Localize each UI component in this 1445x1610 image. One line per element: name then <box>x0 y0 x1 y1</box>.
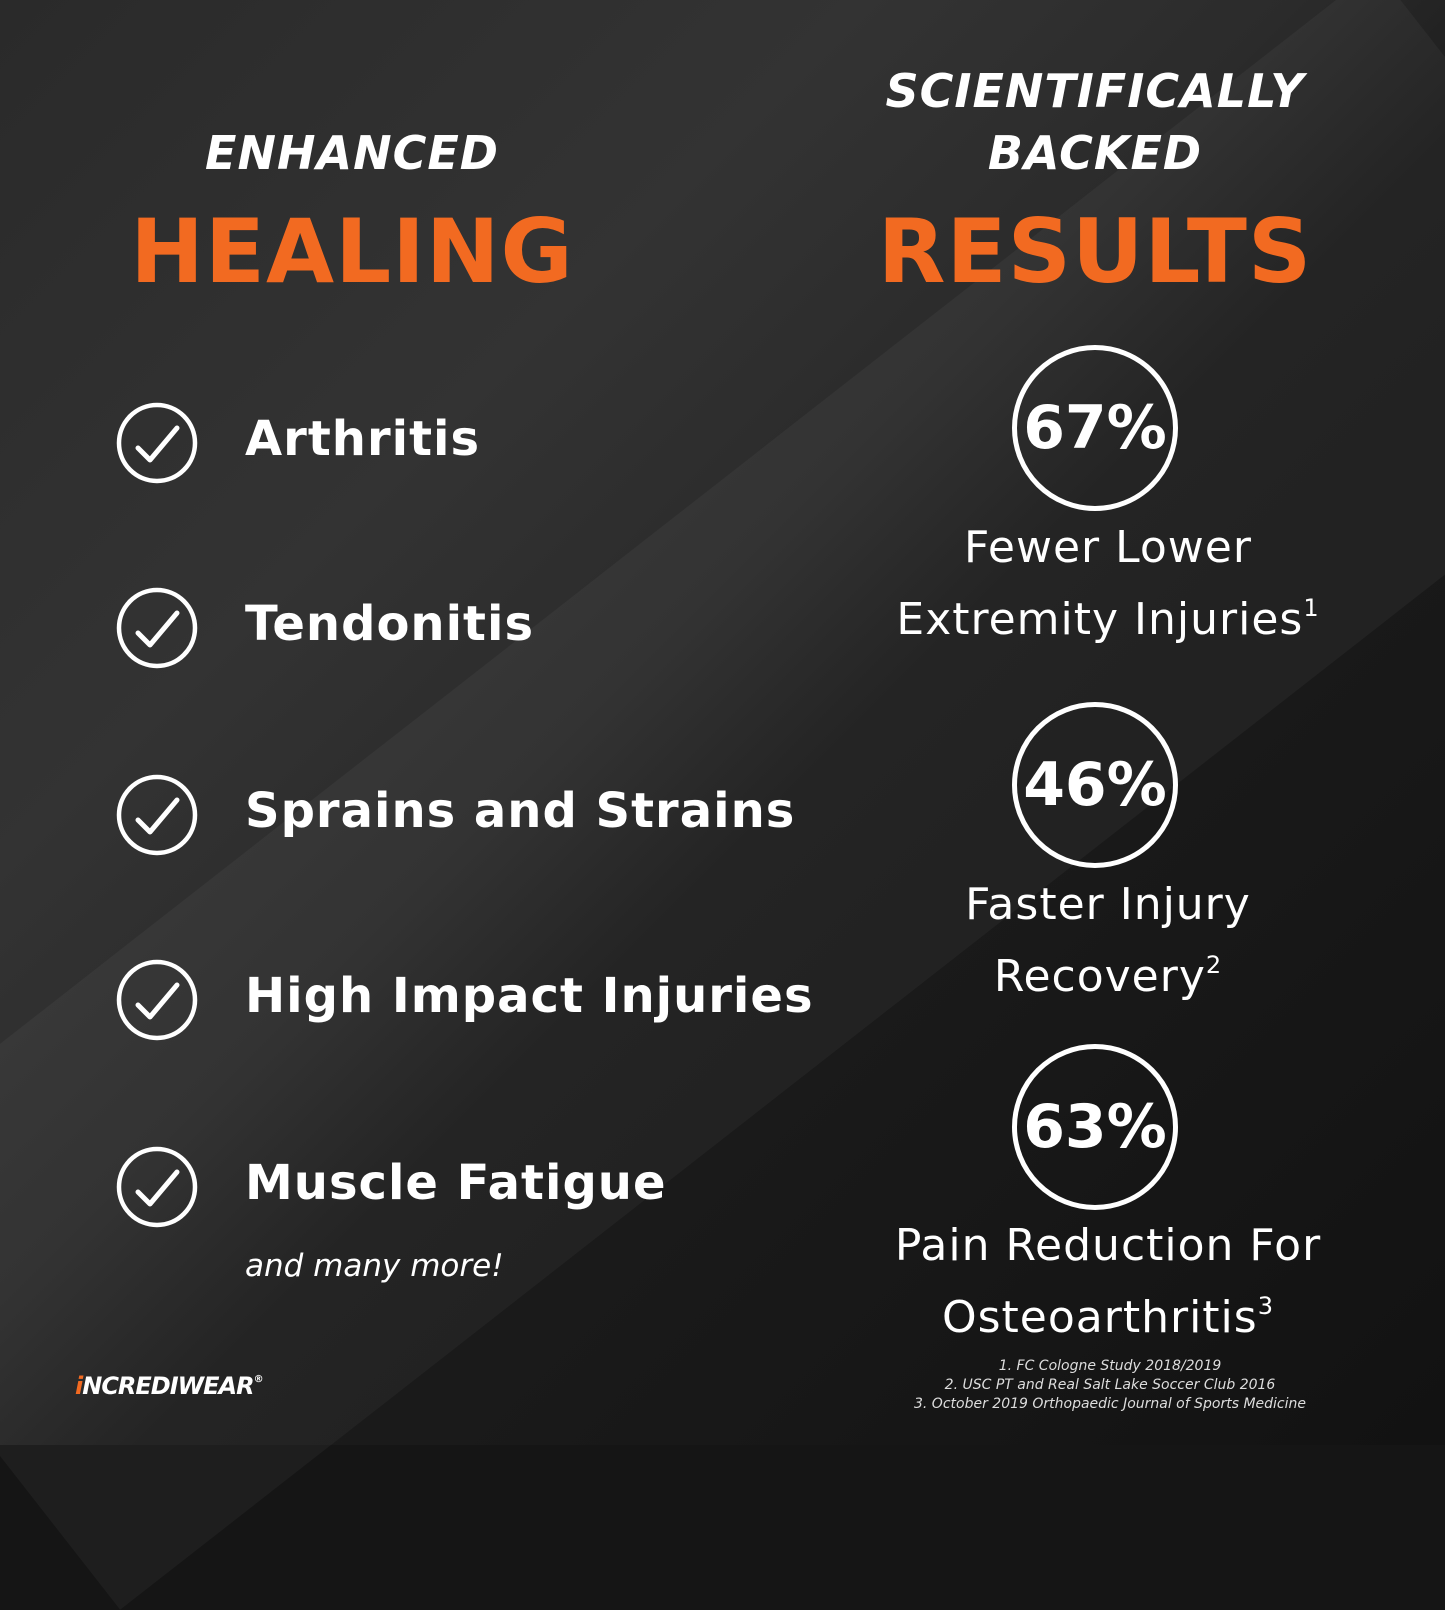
check-circle-icon <box>116 774 198 856</box>
condition-item: Arthritis <box>245 411 481 467</box>
stat-value: 63% <box>1023 1092 1167 1162</box>
stat-description: Pain Reduction For Osteoarthritis3 <box>894 1220 1322 1343</box>
right-heading-big: RESULTS <box>877 200 1313 303</box>
left-heading-small: ENHANCED <box>205 126 499 180</box>
footnote: 2. USC PT and Real Salt Lake Soccer Club… <box>944 1377 1276 1393</box>
stat-circle: 67% <box>1012 345 1178 511</box>
stat-description: Fewer Lower Extremity Injuries1 <box>896 522 1320 645</box>
brand-logo: iNCREDIWEAR® <box>75 1372 264 1400</box>
footnote-ref: 3 <box>1257 1292 1274 1320</box>
check-circle-icon <box>116 402 198 484</box>
condition-item: Tendonitis <box>245 596 535 652</box>
condition-item: Sprains and Strains <box>245 783 796 839</box>
condition-item: High Impact Injuries <box>245 968 814 1024</box>
check-circle-icon <box>116 587 198 669</box>
stat-value: 46% <box>1023 750 1167 820</box>
left-heading-big: HEALING <box>130 200 574 303</box>
stat-circle: 46% <box>1012 702 1178 868</box>
stat-value: 67% <box>1023 393 1167 463</box>
stat-circle: 63% <box>1012 1044 1178 1210</box>
more-note: and many more! <box>245 1248 504 1284</box>
footnote: 1. FC Cologne Study 2018/2019 <box>998 1358 1222 1374</box>
footnote: 3. October 2019 Orthopaedic Journal of S… <box>914 1396 1306 1412</box>
check-circle-icon <box>116 1146 198 1228</box>
footnotes: 1. FC Cologne Study 2018/2019 2. USC PT … <box>860 1357 1360 1414</box>
stat-description: Faster Injury Recovery2 <box>965 879 1251 1002</box>
footnote-ref: 1 <box>1303 594 1320 622</box>
condition-item: Muscle Fatigue <box>245 1155 667 1211</box>
logo-text: NCREDIWEAR <box>82 1372 254 1400</box>
right-heading-small-2: BACKED <box>987 126 1203 180</box>
footnote-ref: 2 <box>1205 951 1223 979</box>
check-circle-icon <box>116 959 198 1041</box>
right-heading-small-1: SCIENTIFICALLY <box>885 64 1305 118</box>
background <box>0 0 1445 1445</box>
